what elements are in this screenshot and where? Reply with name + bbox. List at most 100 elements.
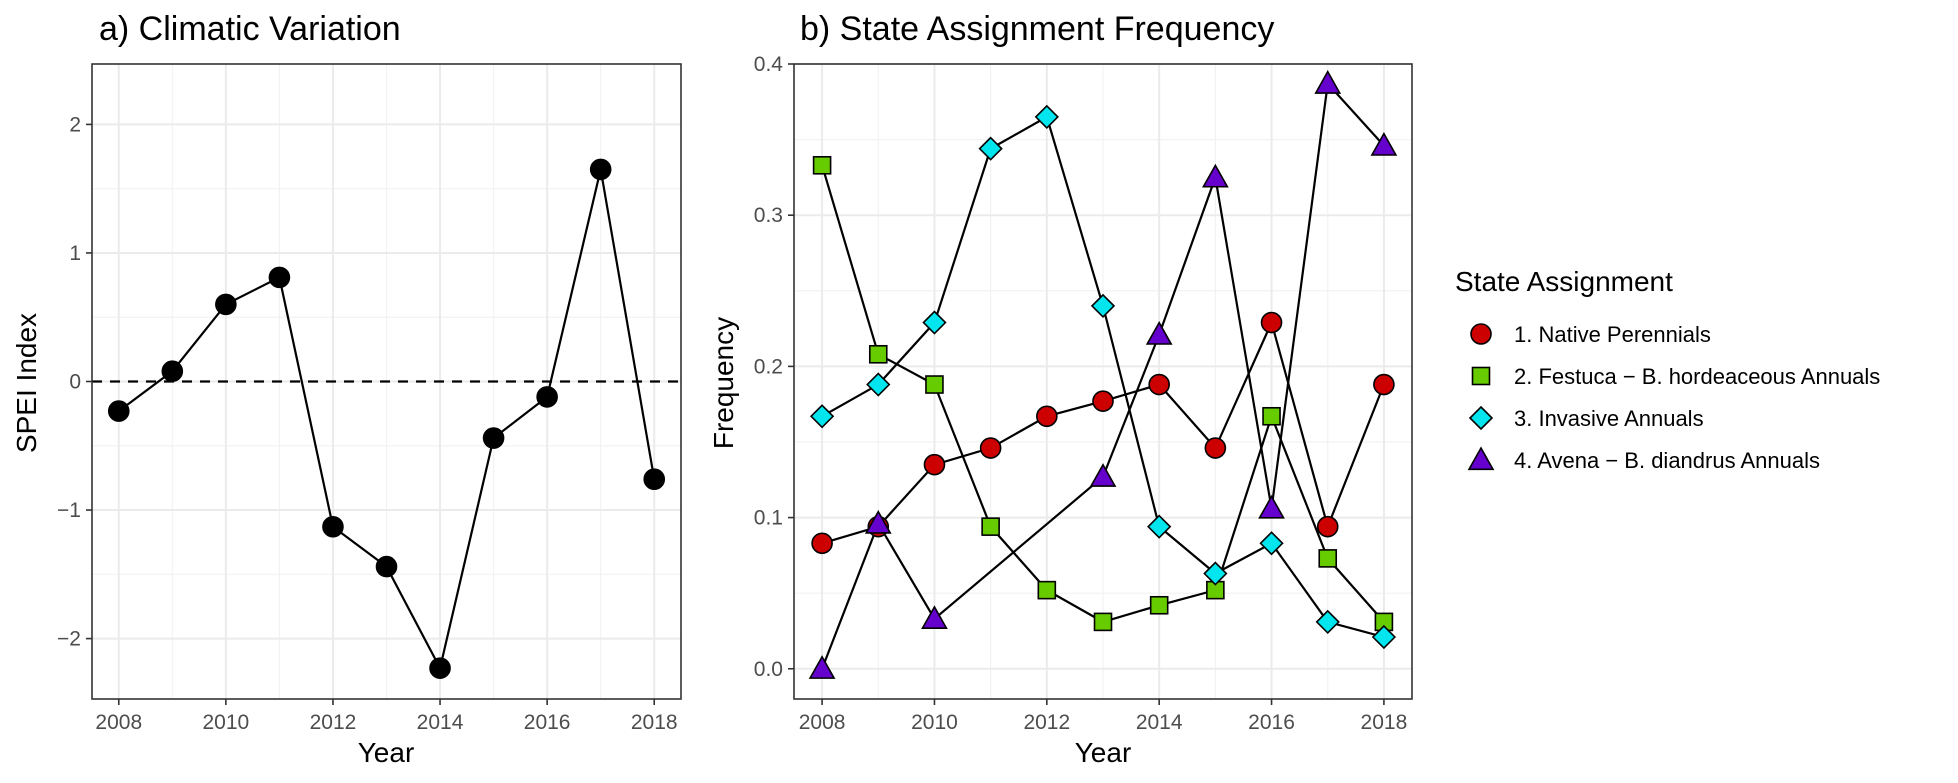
legend: 1. Native Perennials 2. Festuca − B. hord… — [1467, 322, 1880, 473]
legend-item: 3. Invasive Annuals — [1468, 405, 1704, 431]
panel-b-data-point — [1259, 531, 1284, 556]
panel-a-data-point — [589, 158, 612, 181]
panel-b-data-point — [1204, 437, 1227, 459]
legend-item: 4. Avena − B. diandrus Annuals — [1467, 446, 1820, 473]
panel-a-data-point — [643, 468, 666, 490]
panel-b-data-point — [981, 517, 1000, 536]
panel-b-data-point — [921, 605, 948, 630]
panel-b-y-tick-label: 0.4 — [754, 53, 784, 76]
panel-b-data-point — [923, 453, 946, 476]
legend-label: 1. Native Perennials — [1514, 322, 1711, 347]
panel-b-x-tick-label: 2014 — [1136, 711, 1183, 734]
panel-b-series-points-4 — [808, 70, 1398, 679]
panel-a-y-tick-label: −2 — [57, 628, 81, 651]
panel-b-data-point — [1316, 515, 1339, 538]
panel-b-data-point — [1315, 609, 1340, 635]
panel-b-data-point — [812, 155, 832, 175]
panel-b-data-point — [979, 437, 1002, 459]
panel-a-data-point — [268, 266, 291, 289]
panel-b-panel-border — [793, 63, 1413, 700]
panel-a-y-axis-title: SPEI Index — [11, 313, 42, 453]
panel-b-data-point — [811, 532, 833, 555]
legend-key-circle — [1470, 323, 1492, 345]
panel-b-x-tick-label: 2018 — [1361, 711, 1408, 734]
panel-a-data-point — [107, 400, 130, 422]
panel-a-x-axis-title: Year — [358, 737, 415, 768]
panel-b-data-point — [1318, 549, 1338, 568]
panel-b-series-points-2 — [812, 155, 1394, 632]
panel-b-x-tick-label: 2008 — [799, 711, 846, 734]
panel-a-x-tick-label: 2010 — [203, 711, 250, 734]
panel-a-data-point — [375, 555, 398, 578]
legend-item: 1. Native Perennials — [1470, 322, 1711, 347]
panel-a-title: a) Climatic Variation — [99, 10, 401, 48]
panel-b-data-point — [922, 310, 947, 335]
legend-item: 2. Festuca − B. hordeaceous Annuals — [1471, 364, 1880, 389]
panel-a-data-point — [215, 293, 237, 316]
legend-key-square — [1471, 366, 1491, 386]
panel-b-x-tick-label: 2010 — [911, 711, 958, 734]
panel-b-data-point — [808, 655, 836, 679]
panel-b-data-point — [868, 344, 888, 364]
panel-b-series-points-3 — [809, 104, 1397, 650]
panel-b-data-point — [1092, 390, 1114, 412]
panel-b-data-point — [1093, 612, 1113, 632]
panel-b-data-point — [1373, 373, 1395, 396]
panel-b-x-axis-title: Year — [1075, 737, 1132, 768]
panel-b-y-axis-title: Frequency — [708, 317, 739, 449]
panel-b-data-point — [1090, 293, 1116, 319]
panel-b-data-point — [1258, 494, 1285, 519]
panel-b-data-point — [1034, 104, 1059, 130]
panel-a-x-tick-label: 2012 — [310, 711, 357, 734]
panel-b-data-point — [1370, 132, 1398, 156]
panel-a-x-tick-label: 2016 — [524, 711, 571, 734]
panel-b-data-point — [1371, 624, 1397, 650]
panel-a-x-tick-label: 2008 — [95, 711, 142, 734]
panel-b-x-tick-label: 2016 — [1248, 711, 1295, 734]
panel-a-y-tick-label: 1 — [69, 242, 81, 265]
panel-a-y-tick-label: 2 — [69, 113, 81, 136]
panel-b-data-point — [1149, 595, 1169, 615]
panel-b-data-point — [1089, 463, 1117, 487]
panel-a-data-point — [536, 386, 558, 408]
panel-b-data-point — [1147, 514, 1172, 539]
panel-b-data-point — [1037, 580, 1057, 600]
panel-a-data-point — [161, 360, 184, 383]
legend-title: State Assignment — [1455, 266, 1673, 297]
panel-b-data-point — [1036, 405, 1058, 428]
panel-b-data-point — [1314, 70, 1342, 94]
panel-b-data-point — [1145, 320, 1173, 345]
panel-b-data-point — [864, 509, 892, 534]
panel-a-x-tick-label: 2014 — [417, 711, 464, 734]
panel-a-y-tick-label: −1 — [57, 499, 81, 522]
panel-b-y-tick-label: 0.2 — [754, 355, 783, 378]
panel-a-data-point — [429, 657, 451, 679]
panel-a-y-tick-label: 0 — [69, 371, 81, 394]
legend-label: 4. Avena − B. diandrus Annuals — [1514, 448, 1820, 473]
panel-b-data-point — [1148, 373, 1170, 396]
panel-b-data-point — [1203, 561, 1228, 586]
legend-key-diamond — [1468, 405, 1494, 431]
panel-a-series-points-1 — [107, 158, 666, 679]
panel-b-y-tick-label: 0.1 — [754, 507, 783, 530]
panel-a-data-point — [322, 515, 344, 538]
panel-b-y-tick-label: 0.0 — [754, 658, 783, 681]
panel-b-data-point — [1260, 311, 1283, 334]
panel-b-data-point — [1262, 406, 1281, 426]
panel-a-data-point — [482, 427, 505, 449]
panel-b-x-tick-label: 2012 — [1023, 711, 1070, 734]
panel-b-data-point — [978, 136, 1003, 161]
panel-b-title: b) State Assignment Frequency — [800, 10, 1274, 48]
panel-b: 2008 2010 2012 2014 2016 2018 0.0 0.1 0.2 0.3 0.4 — [754, 53, 1413, 734]
legend-label: 3. Invasive Annuals — [1514, 406, 1704, 431]
panel-b-y-tick-label: 0.3 — [754, 204, 783, 227]
panel-b-data-point — [866, 372, 891, 397]
panel-b-data-point — [925, 375, 944, 394]
panel-a-x-tick-label: 2018 — [631, 711, 678, 734]
panel-a: 2008 2010 2012 2014 2016 2018 −2 −1 0 1 2 — [57, 63, 682, 734]
panel-b-data-point — [1201, 163, 1229, 188]
legend-key-triangle — [1467, 446, 1495, 471]
panel-b-data-point — [809, 404, 835, 429]
